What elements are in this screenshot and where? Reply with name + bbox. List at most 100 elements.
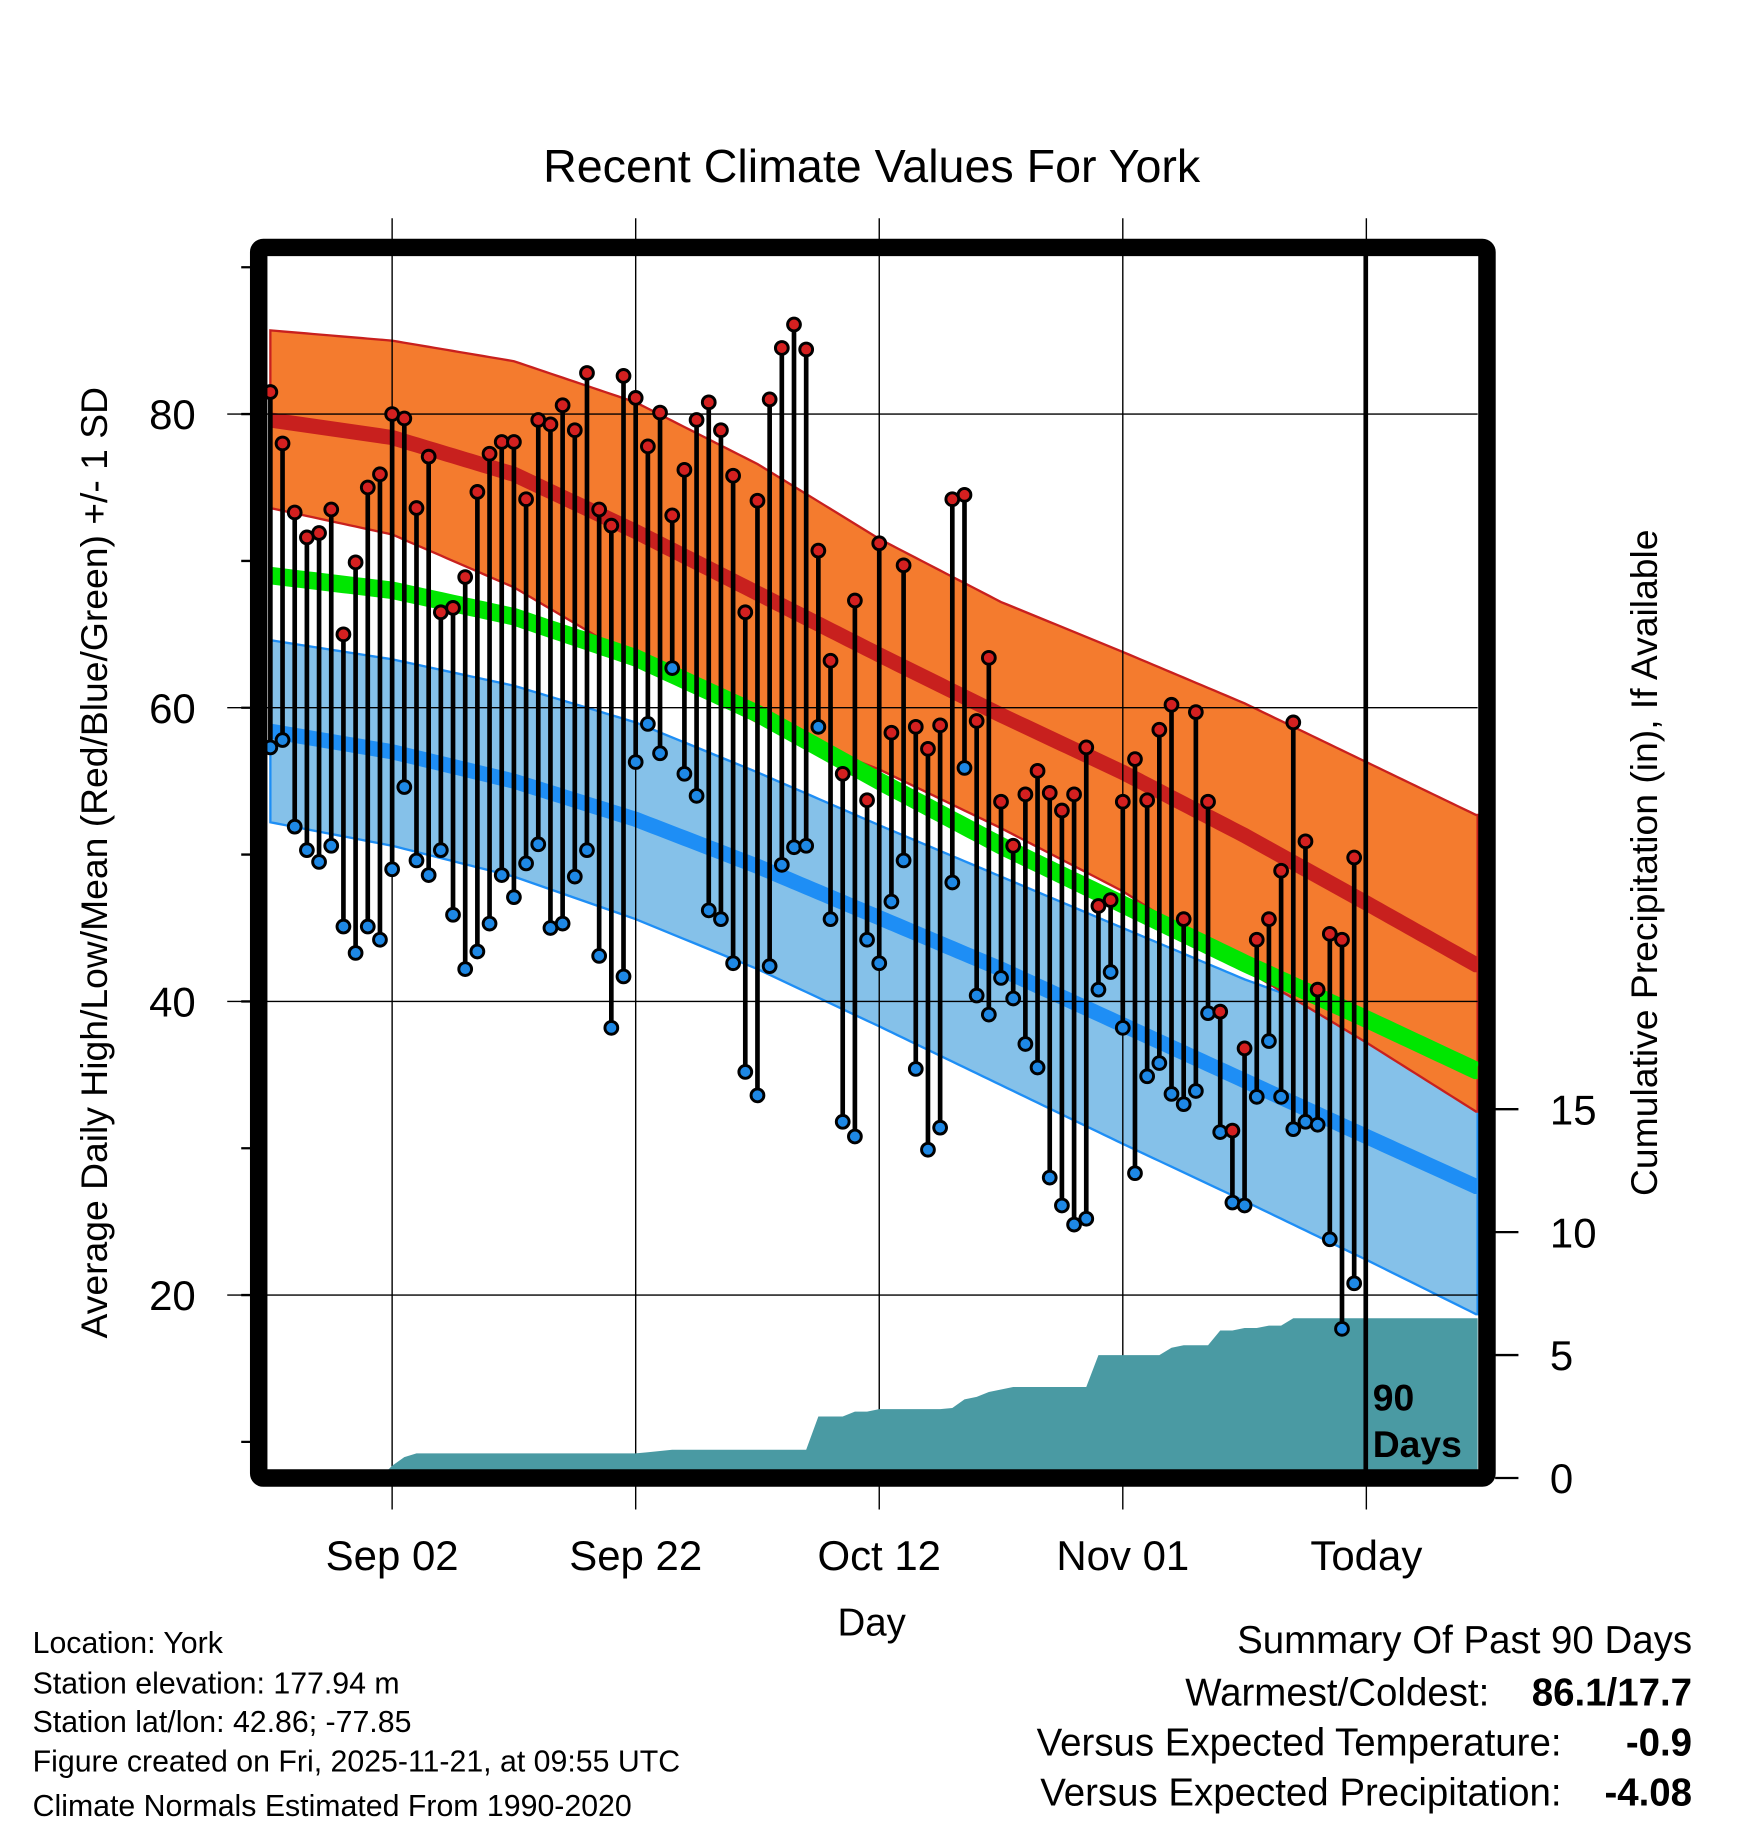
high-temp-point xyxy=(1139,792,1156,809)
x-tick-label: Sep 22 xyxy=(569,1532,702,1579)
high-temp-point xyxy=(907,718,924,735)
low-temp-point xyxy=(274,732,291,748)
low-temp-point xyxy=(408,852,425,869)
high-normal-line xyxy=(269,412,1480,973)
low-temp-point xyxy=(1261,1033,1277,1049)
low-temp-point xyxy=(968,987,985,1004)
low-temp-point xyxy=(1066,1216,1082,1233)
low-temp-point xyxy=(1127,1165,1143,1182)
summary-precip-value: -4.08 xyxy=(1604,1771,1692,1814)
high-temp-point xyxy=(457,569,474,585)
high-temp-point xyxy=(1285,714,1302,731)
x-axis-label: Day xyxy=(837,1601,906,1644)
low-temp-point xyxy=(445,906,461,923)
high-temp-point xyxy=(761,391,778,408)
low-temp-point xyxy=(822,911,839,928)
high-temp-point xyxy=(323,501,340,518)
high-temp-point xyxy=(1261,911,1277,928)
low-temp-point xyxy=(664,660,681,676)
low-temp-point xyxy=(700,902,717,919)
high-temp-point xyxy=(968,713,985,729)
low-temp-point xyxy=(311,854,327,870)
high-temp-point xyxy=(1163,696,1180,713)
summary-warmest-value: 86.1/17.7 xyxy=(1532,1671,1692,1714)
low-temp-point xyxy=(396,779,413,795)
x-tick-label: Sep 02 xyxy=(326,1532,459,1579)
low-temp-point xyxy=(1163,1086,1180,1102)
high-temp-point xyxy=(688,412,705,428)
low-temp-point xyxy=(1334,1320,1350,1337)
low-temp-point xyxy=(1346,1275,1363,1292)
footer-elevation: Station elevation: 177.94 m xyxy=(33,1668,400,1701)
high-temp-point xyxy=(1090,898,1107,914)
high-temp-point xyxy=(1236,1040,1253,1057)
low-temp-point xyxy=(1017,1036,1034,1052)
y-tick-label: 20 xyxy=(149,1272,196,1319)
low-temp-point xyxy=(384,861,401,878)
low-temp-point xyxy=(420,867,437,883)
high-temp-point xyxy=(1224,1122,1241,1139)
high-temp-point xyxy=(396,410,413,427)
high-temp-point xyxy=(1017,786,1034,803)
low-temp-point xyxy=(773,856,790,873)
low-temp-point xyxy=(652,745,668,762)
x-tick-label: Nov 01 xyxy=(1056,1532,1189,1579)
low-temp-point xyxy=(725,955,741,972)
chart-title: Recent Climate Values For York xyxy=(543,140,1201,192)
low-temp-point xyxy=(1321,1231,1338,1248)
low-temp-point xyxy=(956,760,973,776)
high-temp-point xyxy=(871,535,888,552)
low-temp-point xyxy=(469,943,486,960)
high-temp-point xyxy=(627,390,644,406)
low-temp-point xyxy=(493,867,510,883)
summary-temp-label: Versus Expected Temperature: xyxy=(1037,1721,1562,1764)
low-temp-point xyxy=(1273,1088,1289,1105)
low-sd-band xyxy=(269,638,1479,1316)
low-temp-point xyxy=(1090,981,1107,998)
high-temp-point xyxy=(1102,892,1119,908)
low-temp-point xyxy=(640,716,656,732)
low-temp-point xyxy=(1114,1019,1131,1036)
high-temp-point xyxy=(883,724,900,741)
high-temp-point xyxy=(591,501,608,518)
high-temp-point xyxy=(1334,931,1350,948)
y2-tick-label: 0 xyxy=(1550,1455,1573,1502)
y-tick-label: 80 xyxy=(149,391,196,438)
low-temp-point xyxy=(1139,1068,1156,1085)
low-temp-point xyxy=(347,945,364,961)
high-temp-point xyxy=(1346,849,1363,866)
low-temp-point xyxy=(1151,1055,1168,1071)
high-temp-point xyxy=(603,517,620,534)
low-temp-point xyxy=(1187,1083,1204,1099)
high-temp-point xyxy=(713,422,729,439)
high-temp-point xyxy=(773,340,790,356)
high-temp-point xyxy=(615,368,632,384)
low-temp-point xyxy=(1285,1121,1302,1138)
high-temp-point xyxy=(847,592,863,609)
high-temp-point xyxy=(798,341,815,358)
high-temp-point xyxy=(1151,721,1168,738)
summary-temp-value: -0.9 xyxy=(1626,1721,1692,1764)
low-temp-point xyxy=(1078,1210,1095,1227)
high-temp-point xyxy=(664,507,681,524)
high-temp-point xyxy=(1297,833,1314,850)
high-temp-point xyxy=(542,416,559,433)
low-temp-point xyxy=(993,970,1009,986)
high-temp-point xyxy=(1078,739,1095,756)
high-temp-point xyxy=(1005,837,1022,854)
low-temp-point xyxy=(907,1061,924,1077)
summary-title: Summary Of Past 90 Days xyxy=(1237,1619,1692,1662)
low-temp-point xyxy=(530,836,547,853)
low-temp-point xyxy=(566,868,583,885)
low-temp-point xyxy=(834,1113,851,1130)
high-temp-point xyxy=(1273,862,1289,879)
high-temp-point xyxy=(725,467,741,484)
low-temp-point xyxy=(895,852,912,869)
high-temp-point xyxy=(347,554,364,571)
high-temp-point xyxy=(993,793,1009,810)
low-temp-point xyxy=(1054,1197,1070,1214)
high-temp-point xyxy=(554,397,571,414)
low-temp-point xyxy=(506,889,522,906)
low-temp-point xyxy=(871,955,888,972)
